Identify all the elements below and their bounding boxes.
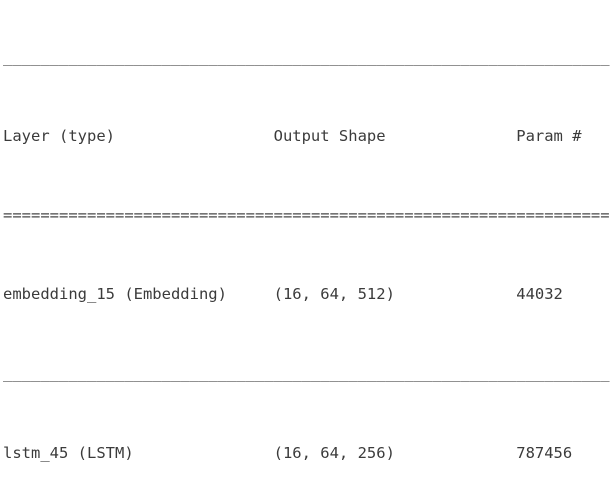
col-header-output-shape: Output Shape [273,127,386,146]
layer-row-embedding-15: embedding_15 (Embedding) (16, 64, 512) 4… [3,285,614,305]
output-shape-cell: (16, 64, 512) [273,285,395,304]
layer-name-cell: embedding_15 (Embedding) [3,285,227,304]
separator-line: ________________________________________… [3,48,610,67]
output-shape-cell: (16, 64, 256) [273,443,395,462]
double-separator-line: ========================================… [3,206,610,225]
summary-header-row: Layer (type) Output Shape Param # [3,127,614,147]
layer-row-lstm-45: lstm_45 (LSTM) (16, 64, 256) 787456 [3,444,614,464]
separator-line: ________________________________________… [3,364,610,383]
col-header-layer-type: Layer (type) [3,127,115,146]
param-count-cell: 787456 [516,443,573,462]
param-count-cell: 44032 [516,285,563,304]
col-header-param-count: Param # [516,127,582,146]
layer-name-cell: lstm_45 (LSTM) [3,443,134,462]
